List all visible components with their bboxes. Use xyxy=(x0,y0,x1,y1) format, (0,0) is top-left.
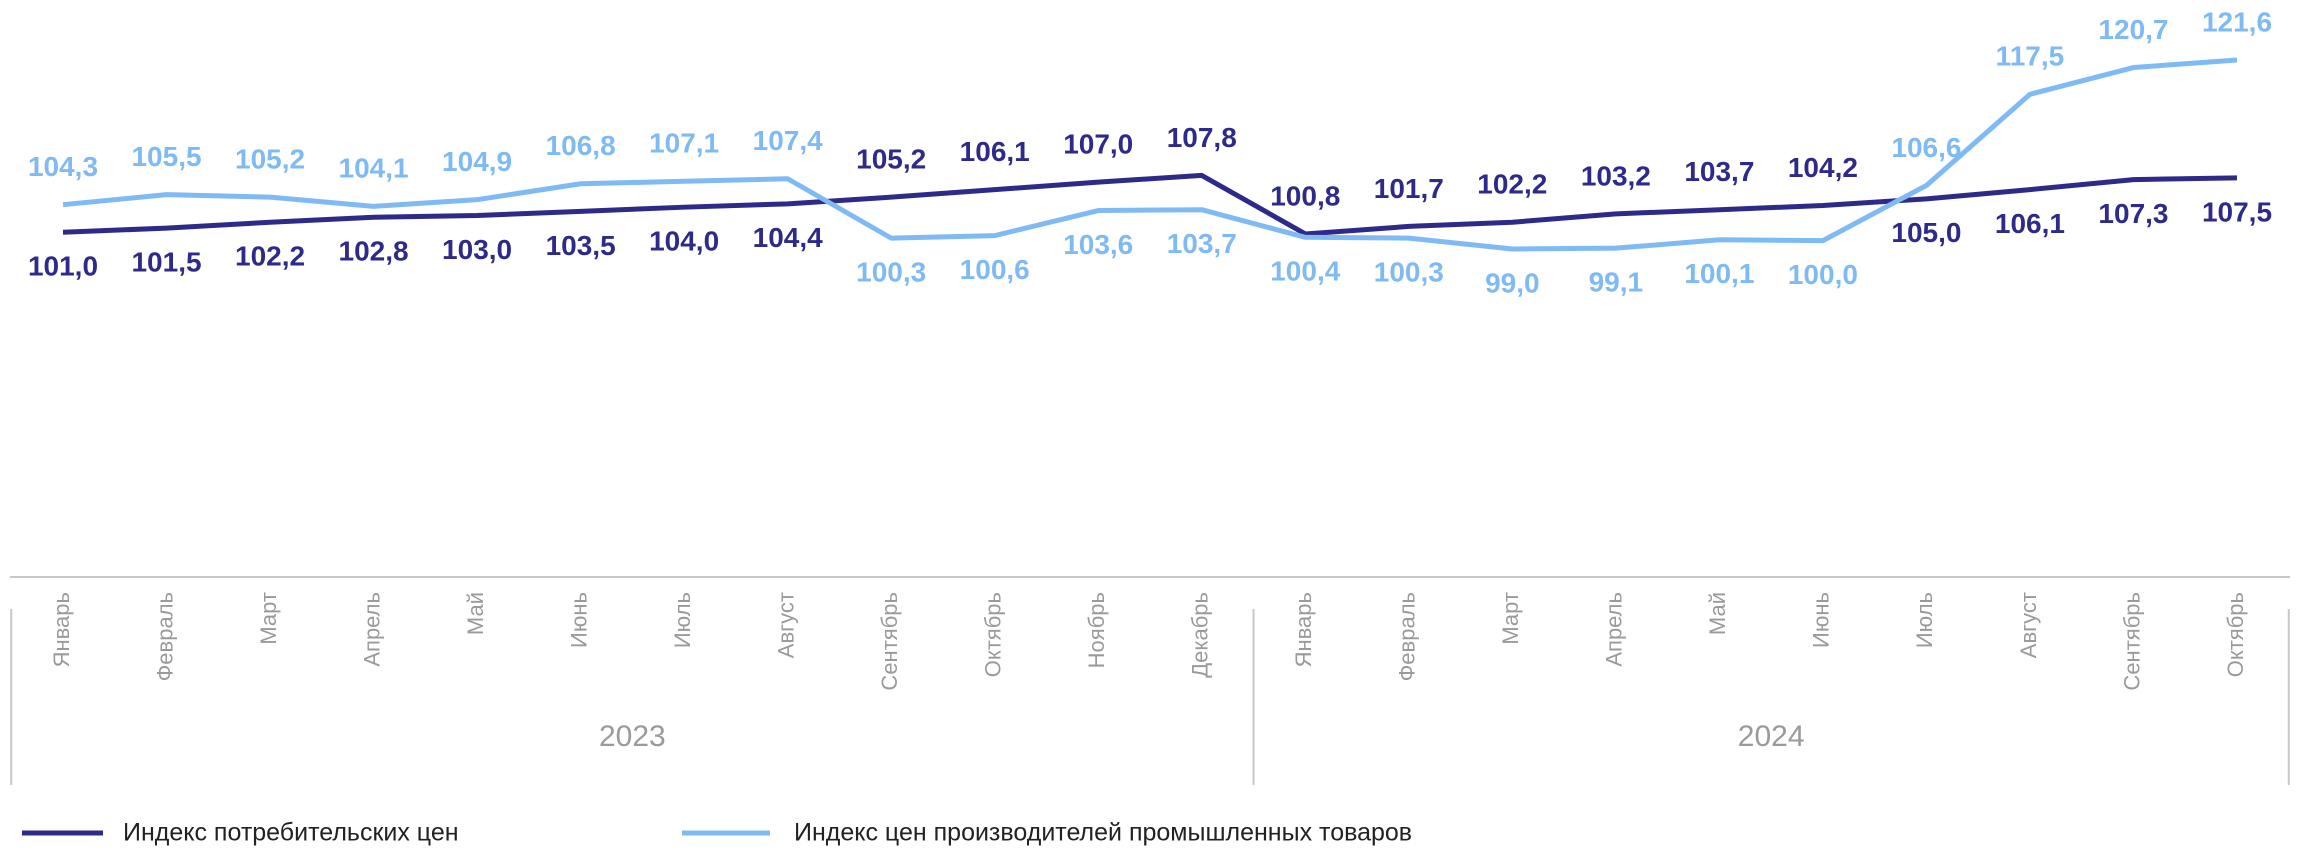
data-label: 103,2 xyxy=(1581,160,1651,191)
series-line xyxy=(62,172,2238,237)
x-tick-label: Ноябрь xyxy=(1084,592,1109,668)
group-label: 2023 xyxy=(599,720,666,753)
data-label: 101,0 xyxy=(28,251,98,282)
x-tick-label: Март xyxy=(1498,592,1523,645)
data-label: 107,1 xyxy=(649,128,719,159)
data-label: 104,2 xyxy=(1788,152,1858,183)
data-label: 105,0 xyxy=(1891,217,1961,248)
data-label: 100,4 xyxy=(1270,256,1340,287)
data-label: 105,2 xyxy=(235,144,305,175)
data-label: 100,3 xyxy=(1374,257,1444,288)
data-label: 107,4 xyxy=(753,125,823,156)
data-label: 103,5 xyxy=(546,230,616,261)
x-tick-label: Апрель xyxy=(359,592,384,667)
legend-label: Индекс потребительских цен xyxy=(123,819,459,847)
data-label: 107,5 xyxy=(2202,196,2272,227)
data-label: 104,9 xyxy=(442,146,512,177)
data-label: 104,0 xyxy=(649,226,719,257)
group-label: 2024 xyxy=(1738,720,1805,753)
x-tick-label: Октябрь xyxy=(2223,592,2248,677)
data-label: 120,7 xyxy=(2098,14,2168,45)
x-tick-label: Апрель xyxy=(1602,592,1627,667)
data-label: 103,6 xyxy=(1063,229,1133,260)
data-label: 100,0 xyxy=(1788,259,1858,290)
data-label: 105,2 xyxy=(856,144,926,175)
data-label: 102,2 xyxy=(1477,169,1547,200)
data-label: 117,5 xyxy=(1996,41,2065,72)
x-tick-label: Январь xyxy=(49,592,74,667)
data-label: 99,1 xyxy=(1589,267,1644,298)
x-tick-label: Май xyxy=(1705,592,1730,635)
x-tick-label: Сентябрь xyxy=(877,592,902,691)
data-label: 100,1 xyxy=(1684,258,1754,289)
data-label: 106,6 xyxy=(1891,132,1961,163)
data-label: 100,3 xyxy=(856,257,926,288)
x-tick-label: Март xyxy=(256,592,281,645)
data-label: 101,7 xyxy=(1374,173,1444,204)
x-tick-label: Октябрь xyxy=(981,592,1006,677)
legend-label: Индекс цен производителей промышленных т… xyxy=(794,819,1412,847)
x-tick-label: Июль xyxy=(1912,592,1937,648)
data-label: 106,1 xyxy=(960,136,1030,167)
data-label: 107,3 xyxy=(2098,198,2168,229)
data-label: 100,6 xyxy=(960,254,1030,285)
data-label: 107,8 xyxy=(1167,122,1237,153)
x-tick-label: Февраль xyxy=(152,592,177,681)
data-label: 104,1 xyxy=(339,153,409,184)
data-label: 102,2 xyxy=(235,241,305,272)
x-tick-label: Июнь xyxy=(566,592,591,648)
data-label: 106,8 xyxy=(546,130,616,161)
data-label: 103,0 xyxy=(442,234,512,265)
x-tick-label: Август xyxy=(773,592,798,658)
series-line xyxy=(62,57,2238,252)
data-label: 103,7 xyxy=(1684,156,1754,187)
x-tick-label: Август xyxy=(2016,592,2041,658)
x-tick-label: Сентябрь xyxy=(2119,592,2144,691)
x-tick-label: Декабрь xyxy=(1188,592,1213,678)
x-tick-label: Июль xyxy=(670,592,695,648)
data-label: 99,0 xyxy=(1485,267,1540,298)
data-label: 104,3 xyxy=(28,151,98,182)
x-tick-label: Май xyxy=(463,592,488,635)
data-label: 121,6 xyxy=(2202,6,2272,37)
data-label: 104,4 xyxy=(753,222,823,253)
data-label: 105,5 xyxy=(131,141,201,172)
data-label: 107,0 xyxy=(1063,128,1133,159)
data-label: 103,7 xyxy=(1167,228,1237,259)
x-tick-label: Январь xyxy=(1291,592,1316,667)
data-label: 106,1 xyxy=(1995,208,2065,239)
data-label: 102,8 xyxy=(339,236,409,267)
data-label: 100,8 xyxy=(1270,180,1340,211)
data-label: 101,5 xyxy=(131,246,201,277)
x-tick-label: Июнь xyxy=(1809,592,1834,648)
x-tick-label: Февраль xyxy=(1395,592,1420,681)
